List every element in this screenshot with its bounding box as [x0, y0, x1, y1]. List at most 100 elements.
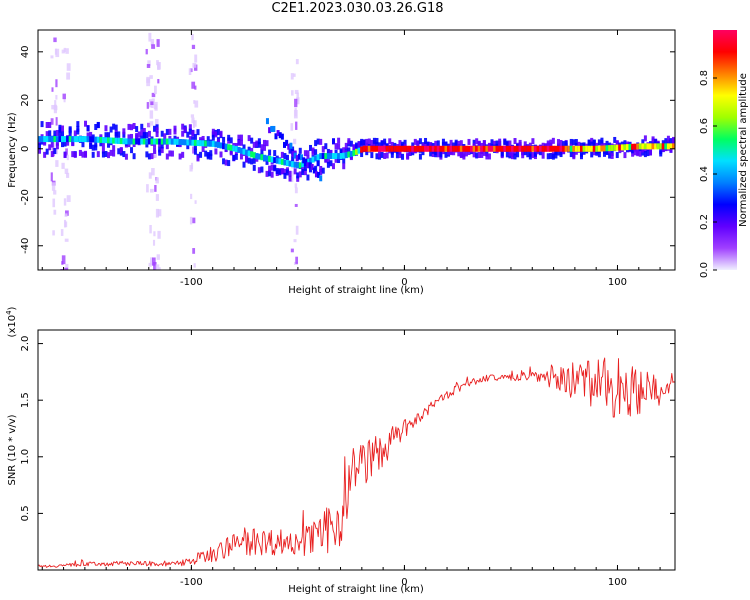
- spectrogram-core-cell: [521, 145, 525, 152]
- spectrogram-core-cell: [623, 144, 627, 151]
- spectrogram-halo-cell: [206, 153, 210, 160]
- snr-x-ticks: -100 0 100: [41, 330, 661, 588]
- spectrogram-halo-cell: [337, 137, 341, 144]
- spectrogram-streak-cell: [55, 160, 59, 167]
- spectrogram-halo-cell: [117, 148, 121, 155]
- spectrogram-halo-cell: [303, 164, 307, 171]
- spectrogram-halo-cell: [480, 151, 484, 158]
- spectrogram-halo-cell: [193, 133, 197, 140]
- spectrogram-halo-cell: [181, 151, 185, 158]
- spectrogram-core-cell: [444, 145, 448, 152]
- spectrogram-core-cell: [342, 152, 346, 159]
- spectrogram-halo-cell: [280, 151, 284, 158]
- spectrogram-core-cell: [641, 143, 645, 150]
- spectrogram-halo-cell: [549, 142, 553, 149]
- spectrogram-streak-cell: [54, 100, 57, 108]
- spectrogram-halo-cell: [528, 142, 532, 149]
- snr-y-multiplier: (x104): [5, 306, 18, 337]
- spectrogram-streak-cell: [146, 102, 149, 109]
- spectrogram-streak-cell: [190, 193, 193, 200]
- spectrogram-core-cell: [554, 145, 558, 152]
- spectrogram-halo-cell: [477, 140, 481, 147]
- spectrogram-streak-cell: [66, 172, 70, 178]
- spectrogram-branch-cell: [280, 133, 284, 140]
- spectrogram-halo-cell: [283, 172, 287, 179]
- spectrogram-halo-cell: [523, 141, 527, 148]
- spectrogram-halo-cell: [265, 170, 269, 177]
- spectrogram-halo-cell: [332, 163, 335, 170]
- spectrogram-halo-cell: [638, 150, 642, 157]
- spectrogram-core-cell: [516, 145, 520, 152]
- spectrogram-core-cell: [229, 144, 233, 151]
- spectrogram-halo-cell: [365, 138, 369, 145]
- spectrogram-core-cell: [278, 158, 282, 165]
- spectrogram-halo-cell: [321, 167, 325, 174]
- spectrogram-halo-cell: [73, 130, 77, 137]
- spectrogram-halo-cell: [347, 147, 351, 154]
- spectrogram-halo-cell: [285, 169, 289, 176]
- spectrogram-halo-cell: [605, 148, 609, 155]
- snr-frame: [37, 329, 676, 571]
- spectrogram-halo-cell: [107, 141, 111, 148]
- spectrogram-halo-cell: [55, 139, 59, 146]
- spectrogram-halo-cell: [153, 147, 157, 154]
- spectrogram-core-cell: [441, 145, 446, 152]
- spectrogram-halo-cell: [413, 138, 417, 145]
- spectrogram-streak-cell: [64, 168, 69, 174]
- spectrogram-halo-cell: [319, 169, 323, 176]
- spectrogram-halo-cell: [592, 139, 596, 146]
- spectrogram-halo-cell: [38, 147, 41, 154]
- spectrogram-core-cell: [636, 143, 640, 150]
- spectrogram-core-cell: [544, 145, 548, 152]
- spectrogram-halo-cell: [163, 133, 167, 140]
- spectrogram-core-cell: [160, 138, 164, 145]
- spectrogram-core-cell: [459, 145, 464, 152]
- spectrogram-halo-cell: [285, 154, 289, 161]
- spectrogram-core-cell: [109, 137, 113, 144]
- spectrogram-halo-cell: [89, 131, 93, 138]
- spectrogram-core-cell: [329, 153, 333, 160]
- spectrogram-core-cell: [375, 145, 379, 152]
- spectrogram-halo-cell: [155, 127, 159, 134]
- spectrogram-core-cell: [528, 145, 533, 152]
- spectrogram-core-cell: [559, 145, 563, 152]
- spectrogram-halo-cell: [669, 138, 673, 145]
- colorbar-label: Normalized spectral amplitude: [738, 73, 749, 227]
- spectrogram-halo-cell: [132, 153, 136, 160]
- spectrogram-core-cell: [63, 136, 67, 143]
- spectrogram-halo-cell: [375, 141, 379, 148]
- spectrogram-core-cell: [406, 145, 410, 152]
- spectrogram-core-cell: [452, 145, 456, 152]
- spectrogram-core-cell: [457, 145, 461, 152]
- spectrogram-core-cell: [183, 139, 187, 146]
- spectrogram-streak-cell: [53, 269, 57, 270]
- spectrogram-core-cell: [332, 153, 336, 160]
- spectrogram-halo-cell: [510, 151, 514, 158]
- spectrogram-halo-cell: [119, 147, 123, 154]
- spectrogram-core-cell: [595, 145, 599, 152]
- spectrogram-streak-cell: [53, 104, 57, 114]
- spectrogram-branch-cell: [274, 133, 278, 140]
- spectrogram-halo-cell: [48, 122, 52, 129]
- spectrogram-halo-cell: [104, 150, 108, 157]
- spectrogram-streak-cell: [50, 172, 53, 182]
- spectrogram-core-cell: [224, 143, 228, 150]
- spectrogram-core-cell: [480, 145, 484, 152]
- spectrogram-core-cell: [293, 161, 297, 168]
- spectrogram-streak-cell: [65, 210, 69, 216]
- spectrogram-halo-cell: [569, 138, 573, 145]
- spectrogram-streak-cell: [157, 209, 162, 217]
- spectrogram-halo-cell: [168, 150, 172, 157]
- spectrogram-branch-cell: [302, 157, 306, 164]
- spectrogram-core-cell: [585, 145, 589, 152]
- spectrogram-halo-cell: [250, 147, 254, 154]
- snr-y-tick-label: 1.0: [20, 449, 31, 465]
- spectrogram-core-cell: [355, 148, 359, 155]
- spectrogram-halo-cell: [424, 137, 428, 144]
- spectrogram-halo-cell: [229, 137, 233, 144]
- spectrogram-core-cell: [424, 145, 428, 152]
- spectrogram-streak-cell: [194, 100, 199, 108]
- spectrogram-frame: [37, 29, 676, 271]
- spectrogram-core-cell: [429, 145, 433, 152]
- spectrogram-halo-cell: [132, 122, 136, 129]
